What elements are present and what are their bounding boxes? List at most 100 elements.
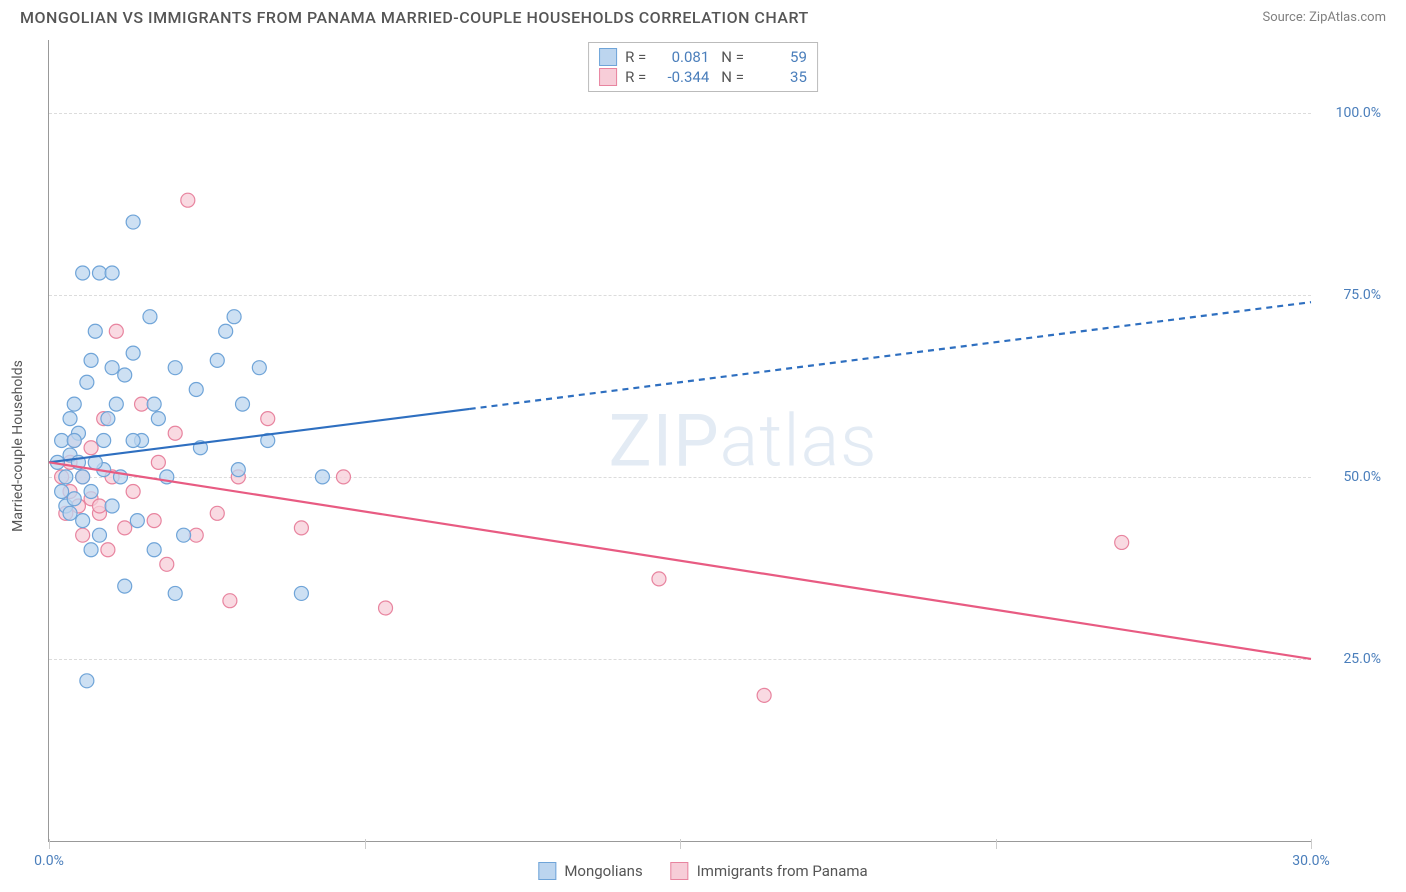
data-point bbox=[135, 397, 149, 411]
data-point bbox=[294, 521, 308, 535]
chart-plot-area: ZIPatlas 25.0%50.0%75.0%100.0%0.0%30.0% bbox=[48, 40, 1311, 842]
data-point bbox=[67, 434, 81, 448]
legend-item-a: Mongolians bbox=[538, 862, 642, 880]
n-label: N = bbox=[721, 48, 744, 66]
x-tick-mark bbox=[1311, 839, 1312, 849]
series-b-name: Immigrants from Panama bbox=[697, 862, 868, 880]
n-label: N = bbox=[721, 68, 744, 86]
data-point bbox=[67, 492, 81, 506]
data-point bbox=[55, 484, 69, 498]
data-point bbox=[151, 412, 165, 426]
r-value-b: -0.344 bbox=[654, 68, 709, 86]
data-point bbox=[1115, 535, 1129, 549]
data-point bbox=[109, 397, 123, 411]
y-tick-label: 100.0% bbox=[1321, 105, 1381, 121]
data-point bbox=[189, 383, 203, 397]
data-point bbox=[67, 397, 81, 411]
data-point bbox=[143, 310, 157, 324]
r-label: R = bbox=[625, 48, 646, 66]
data-point bbox=[189, 528, 203, 542]
data-point bbox=[130, 514, 144, 528]
x-tick-label: 30.0% bbox=[1292, 853, 1330, 869]
data-point bbox=[76, 528, 90, 542]
data-point bbox=[210, 506, 224, 520]
data-point bbox=[160, 557, 174, 571]
data-point bbox=[126, 484, 140, 498]
data-point bbox=[336, 470, 350, 484]
data-point bbox=[80, 674, 94, 688]
data-point bbox=[84, 441, 98, 455]
data-point bbox=[151, 455, 165, 469]
correlation-legend: R = 0.081 N = 59 R = -0.344 N = 35 bbox=[588, 42, 818, 92]
legend-row-a: R = 0.081 N = 59 bbox=[599, 47, 807, 67]
data-point bbox=[261, 412, 275, 426]
data-point bbox=[177, 528, 191, 542]
data-point bbox=[84, 484, 98, 498]
y-tick-label: 25.0% bbox=[1321, 651, 1381, 667]
data-point bbox=[84, 543, 98, 557]
data-point bbox=[147, 543, 161, 557]
data-point bbox=[92, 528, 106, 542]
swatch-a-bottom bbox=[538, 862, 556, 880]
swatch-b-bottom bbox=[671, 862, 689, 880]
data-point bbox=[63, 412, 77, 426]
data-point bbox=[168, 361, 182, 375]
data-point bbox=[105, 499, 119, 513]
data-point bbox=[210, 353, 224, 367]
data-point bbox=[84, 353, 98, 367]
data-point bbox=[236, 397, 250, 411]
data-point bbox=[118, 521, 132, 535]
data-point bbox=[168, 426, 182, 440]
x-tick-label: 0.0% bbox=[34, 853, 64, 869]
data-point bbox=[219, 324, 233, 338]
regression-line bbox=[470, 302, 1311, 409]
data-point bbox=[315, 470, 329, 484]
y-axis-label: Married-couple Households bbox=[10, 360, 26, 532]
scatter-svg bbox=[49, 40, 1311, 841]
data-point bbox=[101, 412, 115, 426]
data-point bbox=[231, 463, 245, 477]
data-point bbox=[118, 368, 132, 382]
chart-title: MONGOLIAN VS IMMIGRANTS FROM PANAMA MARR… bbox=[20, 8, 809, 27]
data-point bbox=[147, 514, 161, 528]
data-point bbox=[126, 434, 140, 448]
r-label: R = bbox=[625, 68, 646, 86]
data-point bbox=[126, 215, 140, 229]
data-point bbox=[92, 266, 106, 280]
regression-line bbox=[49, 462, 1311, 659]
data-point bbox=[63, 506, 77, 520]
data-point bbox=[59, 470, 73, 484]
y-tick-label: 75.0% bbox=[1321, 287, 1381, 303]
data-point bbox=[757, 688, 771, 702]
data-point bbox=[147, 397, 161, 411]
data-point bbox=[97, 434, 111, 448]
data-point bbox=[55, 434, 69, 448]
data-point bbox=[379, 601, 393, 615]
data-point bbox=[88, 324, 102, 338]
data-point bbox=[101, 543, 115, 557]
series-legend: Mongolians Immigrants from Panama bbox=[538, 862, 867, 880]
data-point bbox=[80, 375, 94, 389]
legend-row-b: R = -0.344 N = 35 bbox=[599, 67, 807, 87]
y-tick-label: 50.0% bbox=[1321, 469, 1381, 485]
data-point bbox=[223, 594, 237, 608]
data-point bbox=[76, 514, 90, 528]
data-point bbox=[92, 499, 106, 513]
n-value-b: 35 bbox=[752, 68, 807, 86]
data-point bbox=[294, 586, 308, 600]
data-point bbox=[168, 586, 182, 600]
swatch-b bbox=[599, 68, 617, 86]
data-point bbox=[105, 266, 119, 280]
legend-item-b: Immigrants from Panama bbox=[671, 862, 868, 880]
data-point bbox=[227, 310, 241, 324]
swatch-a bbox=[599, 48, 617, 66]
n-value-a: 59 bbox=[752, 48, 807, 66]
r-value-a: 0.081 bbox=[654, 48, 709, 66]
data-point bbox=[181, 193, 195, 207]
data-point bbox=[252, 361, 266, 375]
data-point bbox=[76, 470, 90, 484]
data-point bbox=[652, 572, 666, 586]
data-point bbox=[126, 346, 140, 360]
data-point bbox=[118, 579, 132, 593]
series-a-name: Mongolians bbox=[564, 862, 642, 880]
